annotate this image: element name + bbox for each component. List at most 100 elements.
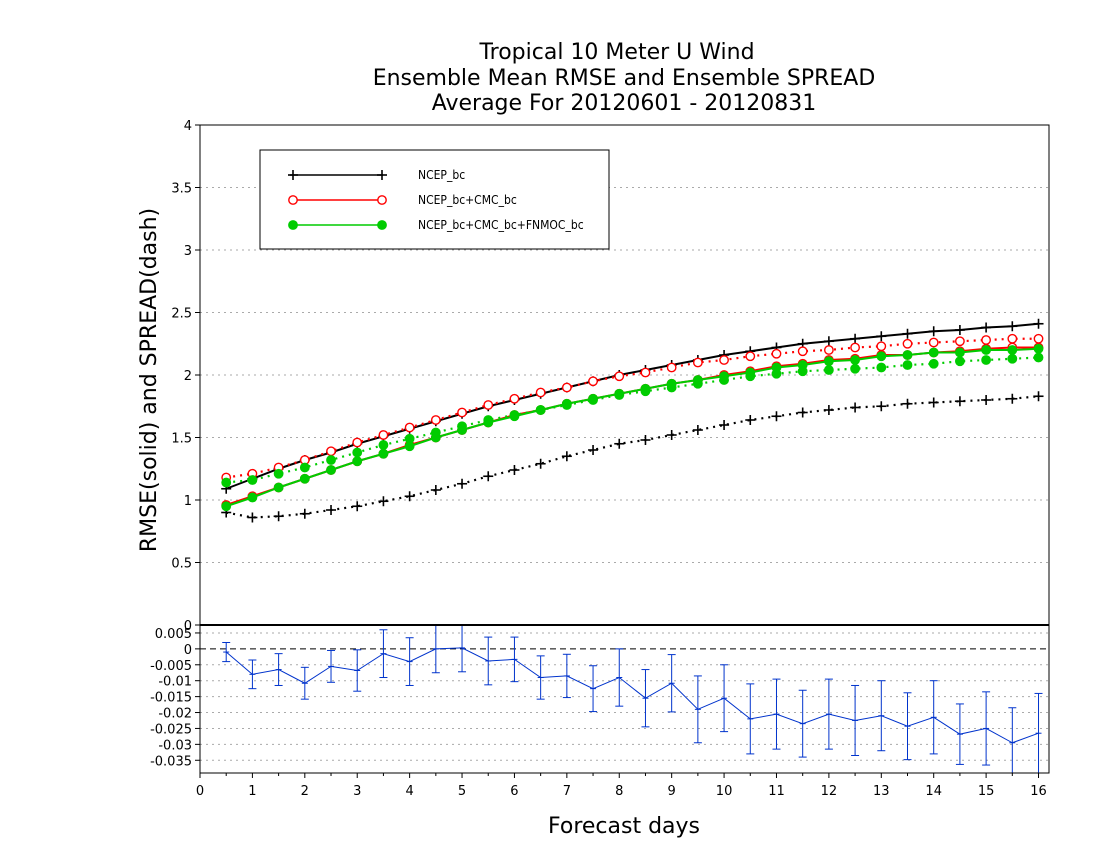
series-point-1 — [483, 471, 494, 482]
series-point-4 — [955, 347, 965, 358]
series-point-5 — [666, 382, 677, 393]
series-point-0 — [823, 336, 834, 347]
series-point-5 — [430, 427, 441, 438]
series-point-4 — [981, 345, 992, 355]
x-tick-label: 16 — [1030, 784, 1047, 799]
series-point-4 — [876, 351, 887, 362]
series-point-3 — [352, 437, 363, 448]
y-tick-label-top: 1 — [184, 494, 192, 509]
series-point-1 — [640, 435, 651, 445]
series-point-5 — [719, 375, 729, 385]
series-point-1 — [1033, 391, 1044, 402]
series-point-5 — [876, 362, 887, 373]
series-point-5 — [588, 395, 598, 405]
series-point-1 — [771, 411, 782, 422]
series-line-3 — [226, 337, 1039, 479]
series-point-5 — [692, 378, 703, 389]
series-point-3 — [666, 362, 677, 373]
series-point-5 — [745, 371, 756, 382]
series-point-5 — [483, 415, 494, 425]
bottom-plot-grid — [200, 632, 1049, 761]
series-point-4 — [850, 355, 860, 365]
series-point-4 — [928, 347, 939, 358]
series-point-5 — [273, 468, 284, 479]
series-point-1 — [666, 430, 677, 440]
series-point-1 — [457, 478, 468, 489]
series-point-1 — [561, 451, 572, 462]
series-point-3 — [509, 393, 520, 404]
series-point-1 — [876, 401, 887, 412]
y-tick-label-top: 0.5 — [171, 557, 192, 572]
series-point-1 — [326, 505, 337, 515]
series-point-3 — [745, 351, 756, 362]
series-point-1 — [745, 415, 756, 425]
series-line-1 — [225, 395, 1039, 519]
legend-marker — [377, 195, 387, 205]
series-point-4 — [221, 501, 232, 512]
series-point-5 — [378, 440, 389, 450]
series-point-1 — [430, 485, 441, 495]
y-axis-label: RMSE(solid) and SPREAD(dash) — [137, 208, 162, 552]
chart-title: Tropical 10 Meter U Wind — [478, 40, 754, 65]
series-point-4 — [299, 473, 310, 484]
series-point-5 — [457, 421, 467, 432]
series-point-4 — [902, 350, 913, 360]
series-point-1 — [797, 407, 808, 418]
top-plot-series — [221, 318, 1044, 523]
legend-label: NCEP_bc+CMC_bc — [418, 193, 517, 207]
y-tick-label-top: 1.5 — [171, 432, 192, 447]
series-point-1 — [588, 445, 599, 455]
series-point-3 — [457, 407, 467, 418]
series-point-1 — [247, 512, 258, 523]
series-point-5 — [1007, 353, 1018, 364]
x-tick-label: 12 — [821, 784, 838, 799]
series-point-5 — [299, 462, 310, 473]
series-point-3 — [692, 357, 703, 368]
axes: 00.511.522.533.540.0050-0.005-0.01-0.015… — [150, 119, 1050, 799]
y-tick-label-bottom: -0.01 — [158, 675, 192, 690]
series-point-3 — [640, 367, 651, 378]
series-point-5 — [823, 365, 834, 375]
x-tick-label: 10 — [716, 784, 733, 799]
series-point-0 — [850, 333, 861, 344]
series-point-3 — [955, 336, 965, 347]
x-tick-label: 15 — [978, 784, 995, 799]
y-tick-label-bottom: -0.025 — [150, 722, 192, 737]
series-point-0 — [981, 322, 992, 333]
series-line-2 — [225, 346, 1039, 506]
series-point-3 — [981, 335, 992, 345]
y-tick-label-bottom: -0.035 — [150, 754, 192, 769]
x-tick-label: 0 — [196, 784, 204, 799]
x-tick-label: 5 — [458, 784, 466, 799]
x-tick-label: 3 — [353, 784, 361, 799]
series-point-5 — [352, 447, 363, 458]
series-point-3 — [797, 346, 808, 357]
series-point-4 — [1007, 345, 1018, 355]
series-point-5 — [797, 366, 808, 377]
y-tick-label-bottom: -0.03 — [158, 738, 192, 753]
legend-marker — [288, 170, 298, 180]
series-point-5 — [640, 386, 651, 397]
x-tick-label: 11 — [768, 784, 785, 799]
series-point-3 — [326, 446, 336, 457]
series-point-4 — [247, 492, 258, 503]
series-point-3 — [561, 382, 572, 393]
series-point-5 — [509, 410, 520, 420]
series-point-5 — [1033, 352, 1044, 363]
x-tick-label: 13 — [873, 784, 890, 799]
series-point-5 — [221, 477, 232, 488]
series-point-5 — [614, 390, 625, 400]
series-point-1 — [981, 395, 992, 405]
series-point-3 — [771, 348, 782, 359]
chart-subtitle: Ensemble Mean RMSE and Ensemble SPREAD — [373, 66, 876, 91]
series-point-1 — [378, 496, 389, 507]
series-point-1 — [928, 397, 939, 408]
x-tick-label: 4 — [405, 784, 413, 799]
series-point-0 — [1007, 321, 1018, 332]
series-point-0 — [928, 326, 939, 337]
series-point-1 — [902, 398, 913, 409]
series-point-3 — [404, 422, 415, 433]
series-point-5 — [771, 368, 782, 379]
y-tick-label-top: 3 — [184, 244, 192, 259]
